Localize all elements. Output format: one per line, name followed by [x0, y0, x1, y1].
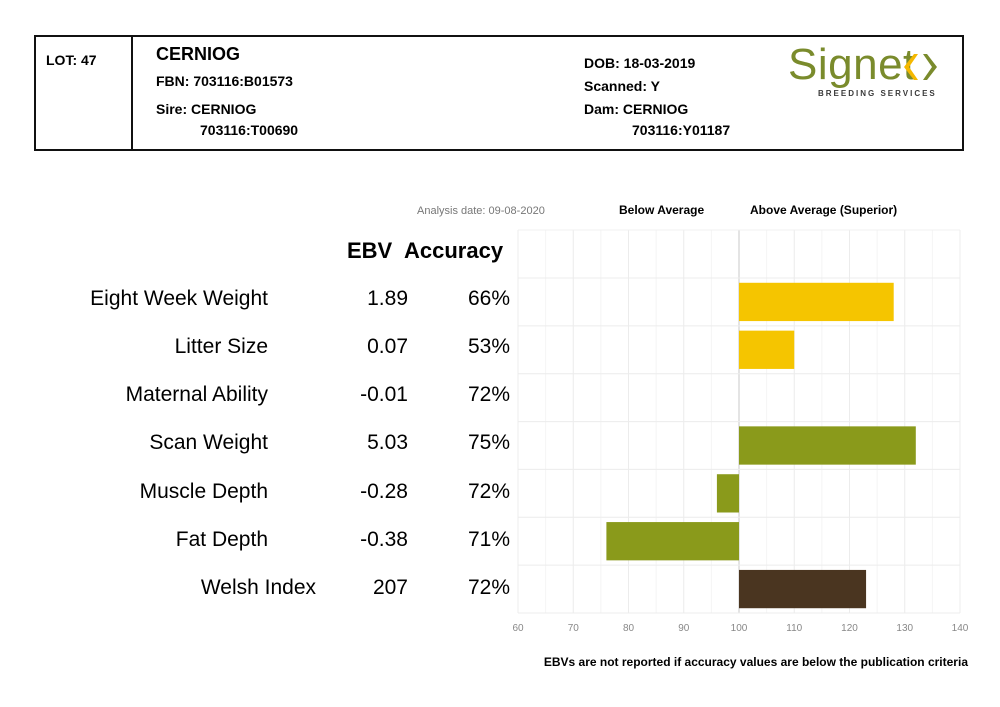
ebv-value: 1.89	[367, 287, 408, 310]
x-tick-label: 140	[952, 623, 969, 634]
legend-above-average: Above Average (Superior)	[750, 203, 898, 217]
x-tick-label: 70	[568, 623, 580, 634]
accuracy-column-header: Accuracy	[404, 238, 504, 263]
dob: DOB: 18-03-2019	[584, 55, 696, 71]
x-tick-label: 90	[678, 623, 690, 634]
accuracy-value: 72%	[467, 480, 510, 503]
scanned-status: Scanned: Y	[584, 78, 660, 94]
accuracy-value: 75%	[467, 431, 510, 454]
bar	[739, 282, 894, 322]
x-tick-label: 110	[786, 623, 802, 634]
dam-id: 703116:Y01187	[632, 122, 731, 138]
bar	[739, 426, 916, 465]
ebv-column-header: EBV	[347, 238, 393, 263]
x-tick-label: 100	[731, 623, 748, 634]
accuracy-value: 71%	[467, 528, 510, 551]
bar	[716, 474, 739, 513]
ebv-value: 5.03	[367, 431, 408, 454]
trait-label: Maternal Ability	[125, 383, 268, 406]
ebv-value: 207	[372, 576, 408, 599]
signet-logo-subtext: BREEDING SERVICES	[818, 89, 937, 98]
ebv-value: -0.28	[360, 480, 408, 503]
accuracy-value: 53%	[467, 335, 510, 358]
trait-label: Scan Weight	[149, 431, 268, 454]
x-tick-label: 130	[896, 623, 913, 634]
trait-label: Fat Depth	[175, 528, 268, 551]
signet-logo-text: Signet	[788, 40, 916, 89]
legend-below-average: Below Average	[619, 203, 705, 217]
header-divider	[131, 35, 133, 151]
ebv-value: -0.38	[360, 528, 408, 551]
signet-logo-chevrons-icon	[904, 54, 937, 80]
accuracy-value: 72%	[467, 576, 510, 599]
sire-label: Sire: CERNIOG	[156, 101, 257, 117]
accuracy-value: 72%	[467, 383, 510, 406]
animal-name: CERNIOG	[156, 44, 241, 64]
analysis-date: Analysis date: 09-08-2020	[417, 205, 545, 217]
footnote: EBVs are not reported if accuracy values…	[543, 655, 968, 669]
bar	[606, 522, 739, 561]
sire-id: 703116:T00690	[200, 122, 299, 138]
lot-number: LOT: 47	[46, 52, 97, 68]
fbn-id: FBN: 703116:B01573	[156, 73, 293, 89]
dam-label: Dam: CERNIOG	[584, 101, 689, 117]
ebv-value: 0.07	[367, 335, 408, 358]
trait-label: Eight Week Weight	[90, 287, 268, 310]
x-tick-label: 60	[512, 623, 524, 634]
accuracy-value: 66%	[467, 287, 510, 310]
x-tick-label: 80	[623, 623, 635, 634]
bar	[739, 330, 795, 369]
bar	[739, 569, 867, 609]
trait-label: Muscle Depth	[139, 480, 268, 503]
x-tick-label: 120	[841, 623, 858, 634]
trait-label: Welsh Index	[200, 576, 316, 599]
trait-label: Litter Size	[174, 335, 268, 358]
header-box	[34, 35, 964, 151]
ebv-value: -0.01	[360, 383, 408, 406]
